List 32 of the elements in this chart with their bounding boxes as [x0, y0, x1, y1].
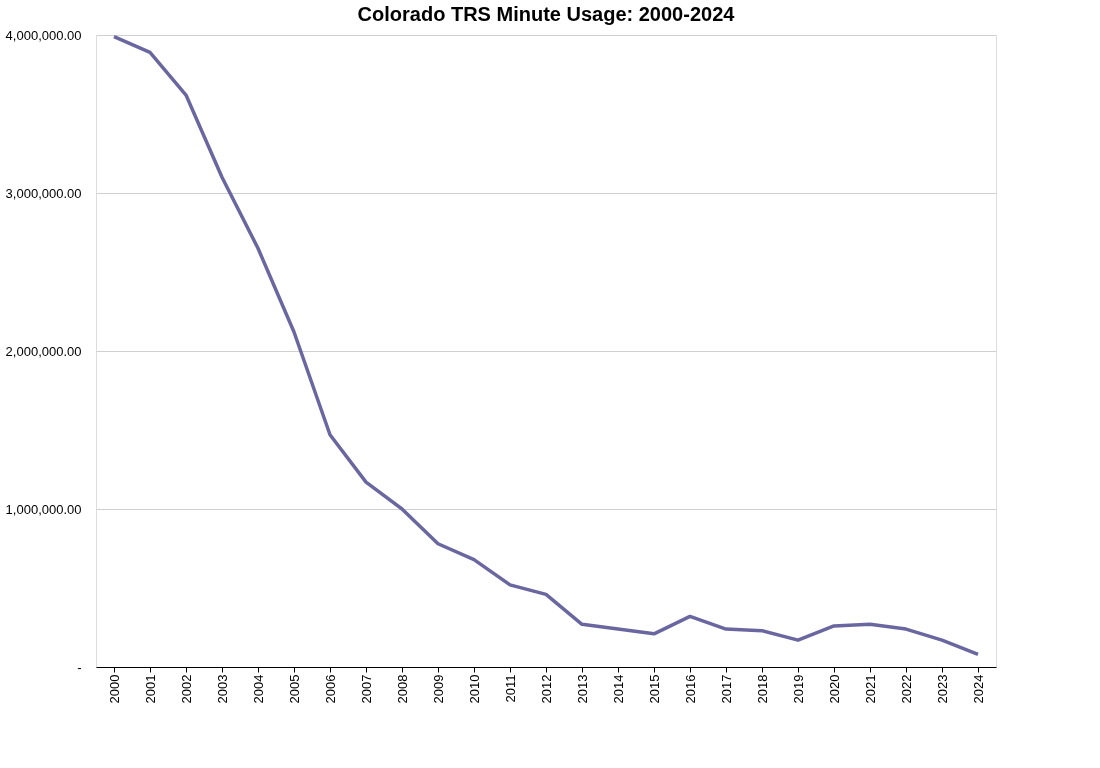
x-tick-label: 2014: [610, 674, 626, 704]
x-tick-label: 2018: [754, 674, 770, 704]
y-tick-label: 3,000,000.00: [5, 185, 82, 201]
x-tick-label: 2005: [286, 674, 302, 704]
x-tick-label: 2022: [898, 674, 914, 704]
x-tick-label: 2020: [826, 674, 842, 704]
x-tick-label: 2019: [790, 674, 806, 704]
x-tick-label: 2009: [430, 674, 446, 704]
y-tick-label: 4,000,000.00: [5, 27, 82, 43]
x-tick-label: 2016: [682, 674, 698, 704]
x-tick-label: 2003: [214, 674, 230, 704]
line-series: [112, 34, 980, 657]
x-tick-label: 2007: [358, 674, 374, 704]
x-tick-label: 2023: [934, 674, 950, 704]
x-tick-label: 2000: [106, 674, 122, 704]
x-tick-label: 2017: [718, 674, 734, 704]
x-tick-label: 2010: [466, 674, 482, 704]
x-tick-label: 2006: [322, 674, 338, 704]
chart-title: Colorado TRS Minute Usage: 2000-2024: [357, 3, 736, 25]
y-tick-label: 1,000,000.00: [5, 501, 82, 517]
x-tick-label: 2008: [394, 674, 410, 704]
x-tick-label: 2001: [142, 674, 158, 704]
x-tick-label: 2011: [502, 674, 518, 703]
x-tick-label: 2013: [574, 674, 590, 704]
x-tick-label: 2002: [178, 674, 194, 704]
x-tick-label: 2004: [250, 674, 266, 704]
y-tick-label: 2,000,000.00: [5, 343, 82, 359]
x-tick-label: 2024: [970, 674, 986, 704]
x-tick-label: 2012: [538, 674, 554, 704]
x-tick-label: 2021: [862, 674, 878, 704]
x-tick-label: 2015: [646, 674, 662, 704]
y-tick-label: -: [77, 659, 82, 675]
